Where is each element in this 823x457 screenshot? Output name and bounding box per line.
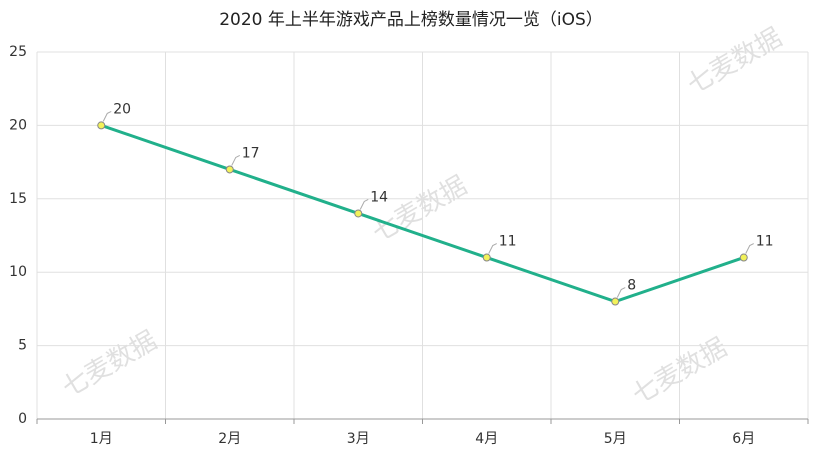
- y-tick-label: 0: [18, 411, 27, 427]
- y-tick-label: 10: [9, 264, 27, 280]
- label-leader: [488, 243, 497, 254]
- point: [97, 121, 106, 130]
- label-leader: [102, 110, 112, 122]
- y-tick-label: 5: [18, 338, 27, 354]
- data-label: 8: [627, 278, 636, 294]
- y-tick-label: 15: [9, 191, 27, 207]
- x-tick-label: 4月: [475, 431, 498, 447]
- x-tick-label: 6月: [732, 431, 755, 447]
- series-line: [100, 123, 745, 304]
- y-tick-label: 20: [9, 117, 27, 133]
- x-tick-label: 5月: [604, 431, 627, 447]
- label-leader: [359, 199, 369, 210]
- label-leader: [231, 154, 240, 166]
- point: [611, 297, 620, 306]
- label-leader: [745, 243, 754, 254]
- data-label: 20: [113, 101, 131, 117]
- y-tick-label: 25: [9, 44, 27, 60]
- watermark: 七麦数据: [367, 171, 472, 249]
- data-label: 14: [370, 189, 388, 205]
- x-tick-label: 2月: [218, 431, 241, 447]
- point: [739, 253, 748, 262]
- label-leader: [616, 287, 626, 298]
- point: [354, 209, 363, 218]
- data-label: 11: [756, 234, 774, 250]
- data-label: 11: [499, 234, 517, 250]
- watermark: 七麦数据: [682, 23, 787, 101]
- chart-title: 2020 年上半年游戏产品上榜数量情况一览（iOS）: [219, 10, 603, 30]
- point: [225, 165, 234, 174]
- x-tick-label: 3月: [347, 431, 370, 447]
- x-tick-label: 1月: [90, 431, 113, 447]
- point: [482, 253, 491, 262]
- watermark: 七麦数据: [57, 326, 162, 404]
- data-label: 17: [242, 145, 260, 161]
